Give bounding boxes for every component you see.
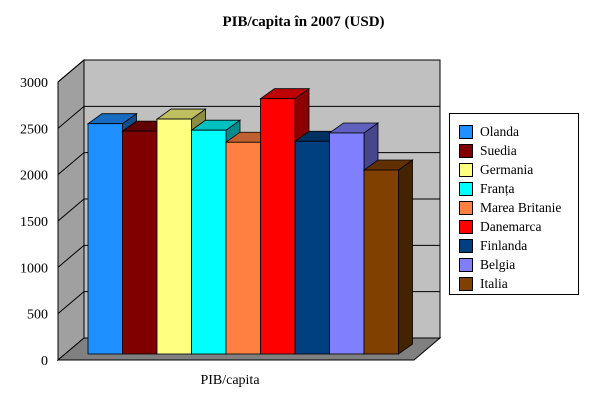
bar-marea-britanie (225, 141, 261, 355)
legend: Olanda Suedia Germania Franța Marea Britanie… (449, 113, 579, 295)
legend-label: Franța (480, 180, 515, 196)
legend-label: Danemarca (480, 218, 542, 234)
y-tick-label: 3000 (20, 76, 48, 91)
bar-suedia (122, 130, 158, 355)
bar-danemarca (260, 98, 296, 355)
y-tick-label: 0 (41, 354, 48, 369)
legend-swatch (459, 143, 473, 158)
legend-label: Olanda (480, 123, 519, 139)
x-category-label: PIB/capita (200, 373, 260, 388)
legend-label: Germania (480, 161, 534, 177)
legend-swatch (459, 200, 473, 215)
bar-franța (191, 129, 227, 355)
legend-item: Italia (459, 274, 578, 293)
bar-finlanda (294, 140, 330, 355)
legend-label: Finlanda (480, 237, 528, 253)
legend-item: Franța (459, 179, 578, 198)
legend-swatch (459, 124, 473, 139)
legend-label: Suedia (480, 142, 517, 158)
y-tick-label: 500 (27, 308, 48, 323)
legend-label: Marea Britanie (480, 199, 562, 215)
legend-item: Germania (459, 160, 578, 179)
bar-olanda (87, 123, 123, 355)
bar-belgia (329, 132, 365, 355)
legend-swatch (459, 276, 473, 291)
bar-side-italia (398, 159, 413, 355)
bar-italia (363, 169, 399, 355)
legend-label: Italia (480, 275, 508, 291)
gridline (57, 105, 440, 129)
y-tick-label: 2500 (20, 122, 48, 137)
chart-title: PIB/capita în 2007 (USD) (222, 14, 385, 30)
legend-swatch (459, 238, 473, 253)
gridline (57, 59, 440, 83)
legend-item: Marea Britanie (459, 198, 578, 217)
legend-item: Belgia (459, 255, 578, 274)
legend-item: Suedia (459, 141, 578, 160)
y-tick-label: 1500 (20, 215, 48, 230)
legend-swatch (459, 181, 473, 196)
legend-swatch (459, 257, 473, 272)
legend-label: Belgia (480, 256, 516, 272)
legend-swatch (459, 162, 473, 177)
legend-swatch (459, 219, 473, 234)
bar-germania (156, 118, 192, 355)
legend-item: Finlanda (459, 236, 578, 255)
legend-item: Danemarca (459, 217, 578, 236)
legend-item: Olanda (459, 122, 578, 141)
y-tick-label: 2000 (20, 169, 48, 184)
y-tick-label: 1000 (20, 261, 48, 276)
